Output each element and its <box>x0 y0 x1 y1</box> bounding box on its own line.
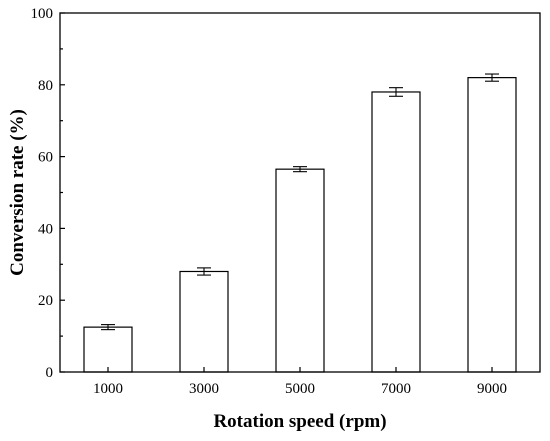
bar-5000 <box>275 168 325 373</box>
error-bar-1000 <box>101 324 115 331</box>
y-tick-label: 100 <box>31 6 54 22</box>
bar-3000 <box>179 270 229 373</box>
x-tick-label: 5000 <box>285 381 315 397</box>
y-axis-title: Conversion rate (%) <box>7 109 28 276</box>
error-bar-7000 <box>389 87 403 97</box>
error-bar-9000 <box>485 73 499 82</box>
x-tick-label: 1000 <box>93 381 123 397</box>
bar-1000 <box>83 326 133 373</box>
y-tick-label: 80 <box>38 78 53 94</box>
error-bar-3000 <box>197 267 211 276</box>
y-tick-label: 40 <box>38 221 53 237</box>
x-axis-title: Rotation speed (rpm) <box>213 411 386 432</box>
x-tick-label: 3000 <box>189 381 219 397</box>
bar-7000 <box>371 91 421 373</box>
error-bar-5000 <box>293 166 307 173</box>
x-axis: 1000 3000 5000 7000 9000 <box>93 367 507 397</box>
bar-9000 <box>467 77 517 373</box>
bars-layer <box>83 77 517 373</box>
y-axis: 0 20 40 60 80 100 <box>31 6 65 381</box>
error-bars-layer <box>101 73 499 331</box>
y-tick-label: 60 <box>38 150 53 166</box>
y-tick-label: 0 <box>46 365 54 381</box>
x-tick-label: 7000 <box>381 381 411 397</box>
x-tick-label: 9000 <box>477 381 507 397</box>
y-tick-label: 20 <box>38 293 53 309</box>
